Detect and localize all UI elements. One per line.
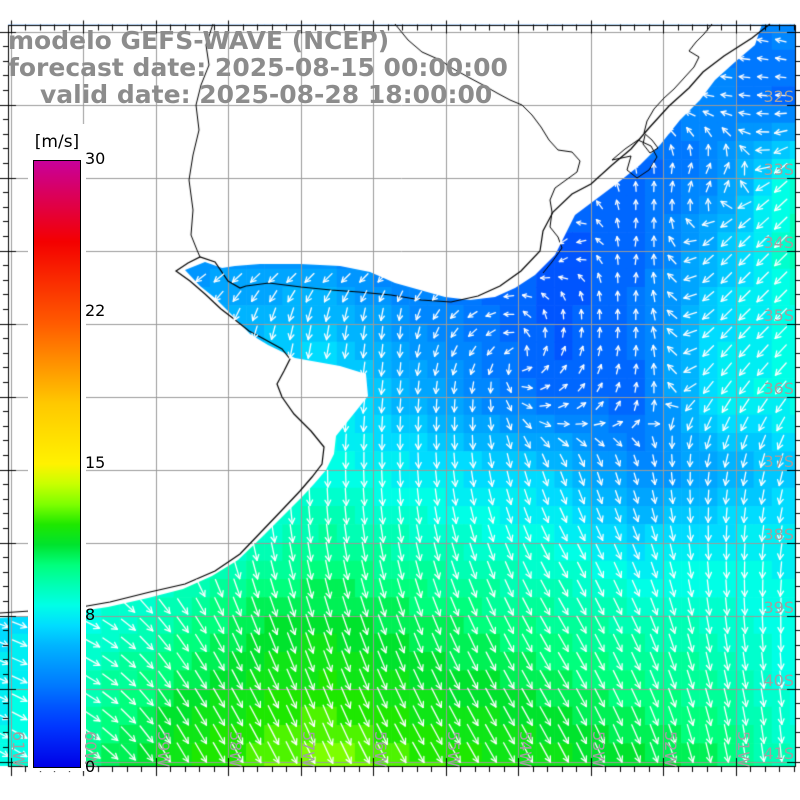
lat-label: 36S [763, 378, 794, 398]
colorbar-unit-label: [m/s] [34, 132, 80, 152]
lat-label: 39S [763, 597, 794, 617]
lon-label: 51W [733, 731, 753, 768]
colorbar-tick-label: 15 [85, 453, 106, 472]
lon-label: 56W [371, 731, 390, 768]
lon-label: 57W [298, 731, 318, 768]
colorbar-tick-label: 30 [85, 149, 106, 168]
lon-label: 54W [516, 731, 535, 768]
colorbar-tick-label: 22 [85, 301, 106, 320]
lat-label: 37S [763, 451, 794, 471]
lon-label: 61W [8, 731, 28, 768]
lon-label: 53W [588, 731, 608, 768]
lon-label: 59W [153, 731, 173, 768]
lat-label: 34S [763, 232, 794, 252]
colorbar: [m/s] [28, 124, 86, 771]
colorbar-gradient [33, 160, 81, 768]
lat-label: 41S [763, 743, 794, 763]
lat-label: 33S [763, 159, 794, 179]
lat-label: 38S [763, 524, 794, 544]
lat-label: 32S [763, 86, 794, 106]
valid-date-line: valid date: 2025-08-28 18:00:00 [40, 80, 493, 109]
colorbar-tick-label: 0 [85, 757, 96, 776]
lon-label: 58W [226, 731, 245, 768]
model-title: modelo GEFS-WAVE (NCEP) [8, 26, 390, 55]
lat-label: 35S [763, 305, 794, 325]
colorbar-tick-label: 8 [85, 605, 96, 624]
lon-label: 55W [443, 731, 463, 768]
lat-label: 40S [763, 670, 794, 690]
lon-label: 52W [661, 731, 680, 768]
forecast-date-line: forecast date: 2025-08-15 00:00:00 [8, 53, 508, 82]
